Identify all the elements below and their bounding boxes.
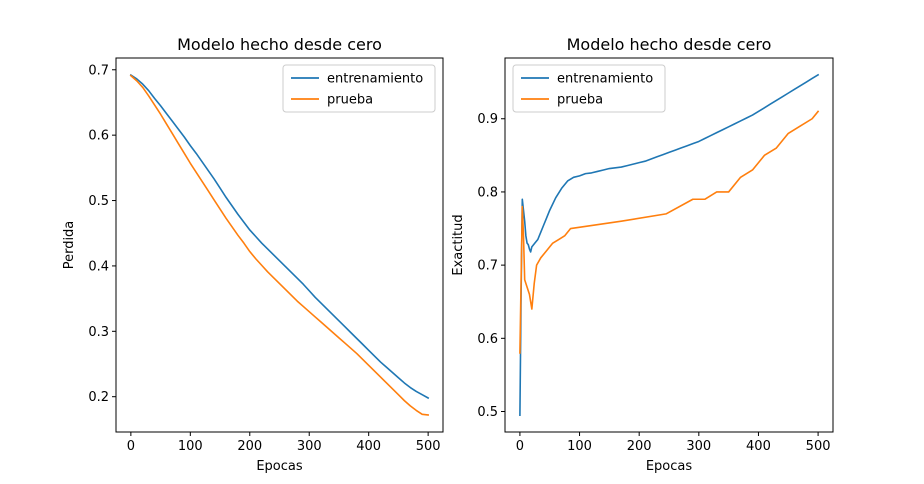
- x-tick-label: 100: [178, 439, 203, 454]
- series-line-entrenamiento: [129, 73, 430, 400]
- legend-label: entrenamiento: [557, 72, 653, 87]
- x-tick-label: 0: [516, 439, 524, 454]
- y-tick-label: 0.9: [477, 112, 498, 127]
- x-axis-label: Epocas: [646, 459, 693, 474]
- y-tick-label: 0.5: [477, 405, 498, 420]
- legend-label: prueba: [327, 93, 373, 108]
- y-axis-label: Perdida: [62, 221, 77, 270]
- x-tick-label: 0: [127, 439, 135, 454]
- legend: entrenamiento prueba: [282, 64, 436, 113]
- x-tick-label: 500: [416, 439, 441, 454]
- legend-label: entrenamiento: [327, 72, 423, 87]
- axes-frame: [115, 57, 444, 433]
- legend-label: prueba: [557, 93, 603, 108]
- x-tick-label: 100: [567, 439, 592, 454]
- y-tick-label: 0.8: [477, 185, 498, 200]
- x-tick-label: 200: [237, 439, 262, 454]
- series-line-prueba: [129, 74, 430, 416]
- x-tick-label: 300: [686, 439, 711, 454]
- axes-frame: [504, 57, 834, 433]
- y-axis-label: Exactitud: [451, 214, 466, 275]
- x-tick-label: 200: [627, 439, 652, 454]
- x-tick-label: 300: [297, 439, 322, 454]
- accuracy-chart: 0 100 200 300 400 500 0.5 0.6 0.7 0.8 0.9 Modelo he…: [451, 35, 834, 474]
- legend-box: [282, 64, 436, 113]
- y-tick-label: 0.7: [88, 63, 109, 78]
- series-line-entrenamiento: [519, 73, 820, 416]
- chart-title: Modelo hecho desde cero: [567, 35, 772, 54]
- y-tick-label: 0.2: [88, 390, 109, 405]
- y-tick-label: 0.6: [88, 129, 109, 144]
- loss-chart: 0 100 200 300 400 500 0.2 0.3 0.4 0.5 0.6 0.7 Modelo…: [62, 35, 444, 474]
- x-tick-label: 400: [746, 439, 771, 454]
- x-tick-label: 400: [356, 439, 381, 454]
- x-axis-label: Epocas: [256, 459, 303, 474]
- chart-title: Modelo hecho desde cero: [177, 35, 382, 54]
- legend-box: [512, 64, 666, 113]
- y-tick-label: 0.7: [477, 259, 498, 274]
- y-tick-label: 0.6: [477, 332, 498, 347]
- y-tick-label: 0.5: [88, 194, 109, 209]
- series-line-prueba: [519, 110, 820, 354]
- x-tick-label: 500: [806, 439, 831, 454]
- y-tick-label: 0.4: [88, 259, 109, 274]
- legend: entrenamiento prueba: [512, 64, 666, 113]
- y-tick-label: 0.3: [88, 325, 109, 340]
